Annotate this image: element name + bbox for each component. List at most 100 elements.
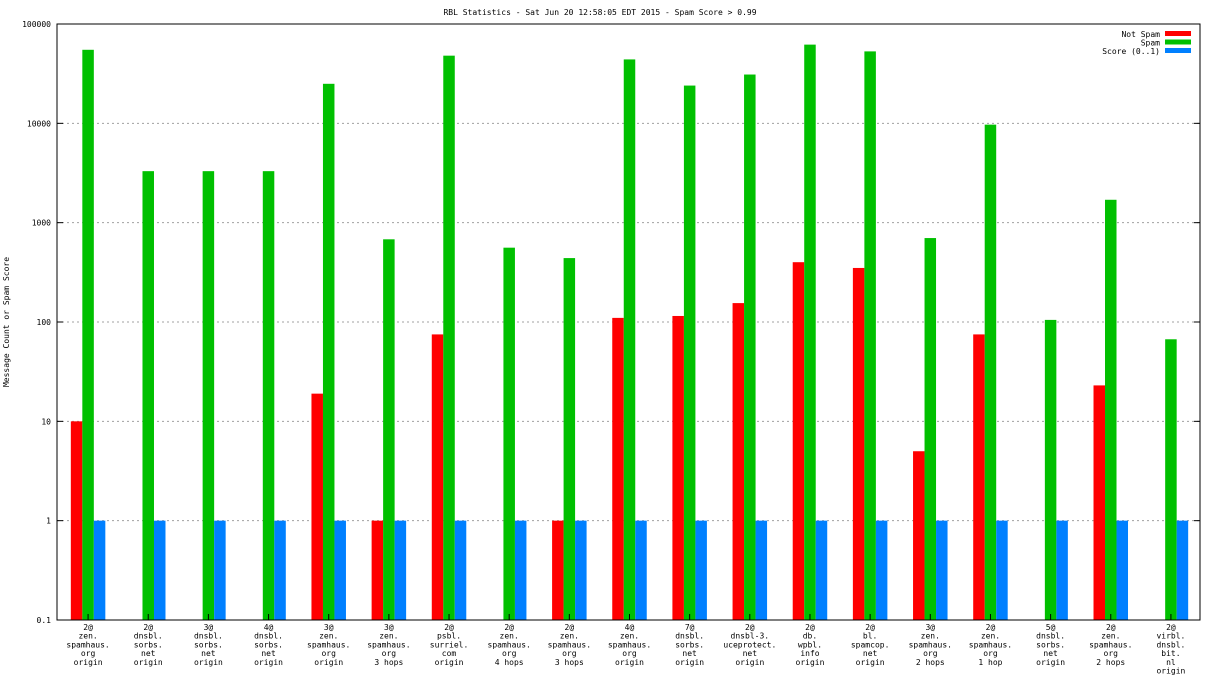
x-tick-label: 2@ (805, 623, 815, 632)
x-tick-label: zen. (1101, 632, 1120, 641)
bar (214, 520, 226, 620)
bar (1116, 520, 1129, 620)
x-tick-label: info (800, 649, 819, 658)
bar (852, 267, 865, 620)
x-tick-label: origin (856, 658, 885, 667)
x-tick-label: origin (254, 658, 283, 667)
bar (973, 334, 985, 620)
x-tick-label: 3 hops (555, 658, 584, 667)
x-tick-label: zen. (500, 632, 519, 641)
x-tick-label: dnsbl. (254, 632, 283, 641)
bar (575, 520, 587, 620)
x-tick-label: 2@ (565, 623, 575, 632)
x-tick-label: 2@ (1106, 623, 1116, 632)
x-tick-label: uceprotect. (723, 640, 776, 649)
x-tick-label: org (562, 649, 577, 658)
x-tick-label: 2@ (865, 623, 875, 632)
bars (70, 44, 1189, 621)
x-tick-label: zen. (620, 632, 639, 641)
x-tick-label: sorbs. (1036, 640, 1065, 649)
bar (635, 520, 647, 620)
x-tick-label: psbl. (437, 632, 461, 641)
x-tick-label: 3@ (384, 623, 394, 632)
x-tick-label: 7@ (685, 623, 695, 632)
x-tick-label: origin (314, 658, 343, 667)
bar (202, 171, 215, 620)
x-tick-label: 5@ (1046, 623, 1056, 632)
bar (443, 55, 455, 620)
x-tick-label: origin (1156, 667, 1185, 676)
bar (142, 171, 154, 620)
x-tick-label: spamhaus. (66, 640, 109, 649)
x-tick-label: spamcop. (851, 640, 890, 649)
x-tick-label: sorbs. (194, 640, 223, 649)
x-tick-label: net (201, 649, 216, 658)
bar (334, 520, 346, 620)
x-tick-label: origin (1036, 658, 1065, 667)
x-tick-label: org (923, 649, 938, 658)
legend-swatch (1165, 39, 1191, 45)
bar (672, 315, 684, 620)
x-tick-label: zen. (319, 632, 338, 641)
x-tick-label: zen. (560, 632, 579, 641)
x-tick-label: sorbs. (254, 640, 283, 649)
chart-title: RBL Statistics - Sat Jun 20 12:58:05 EDT… (443, 8, 756, 17)
x-tick-label: zen. (921, 632, 940, 641)
bar (153, 520, 166, 620)
bar (431, 334, 444, 620)
x-tick-label: spamhaus. (1089, 640, 1132, 649)
x-tick-label: origin (675, 658, 704, 667)
bar (383, 239, 395, 620)
x-tick-label: nl (1166, 658, 1176, 667)
bar (815, 520, 828, 620)
bar (514, 520, 527, 620)
x-tick-label: net (863, 649, 878, 658)
x-tick-label: spamhaus. (608, 640, 651, 649)
bar (82, 49, 94, 620)
bar (1165, 339, 1177, 620)
x-tick-label: 2@ (1166, 623, 1176, 632)
x-tick-label: origin (194, 658, 223, 667)
x-tick-label: org (622, 649, 637, 658)
y-tick-label: 10 (41, 417, 51, 426)
bar (936, 520, 948, 620)
x-tick-label: dnsbl. (194, 632, 223, 641)
bar (563, 258, 576, 620)
x-tick-label: 3@ (204, 623, 214, 632)
x-tick-label: wpbl. (798, 640, 822, 649)
bar (1093, 385, 1106, 620)
x-tick-label: org (321, 649, 336, 658)
y-tick-label: 10000 (27, 119, 51, 128)
y-tick-label: 100000 (22, 20, 51, 29)
x-tick-label: bit. (1161, 649, 1180, 658)
bar (695, 520, 707, 620)
bar (875, 520, 888, 620)
x-tick-label: 3@ (324, 623, 334, 632)
bar (93, 520, 106, 620)
x-tick-label: dnsbl. (675, 632, 704, 641)
legend-swatch (1165, 48, 1191, 53)
x-tick-label: 2@ (143, 623, 153, 632)
x-tick-label: 2@ (986, 623, 996, 632)
x-tick-label: bl. (863, 632, 877, 641)
x-tick-label: dnsbl. (1036, 632, 1065, 641)
x-tick-label: net (743, 649, 758, 658)
bar (552, 520, 564, 620)
bar (1176, 520, 1189, 620)
x-tick-label: dnsbl. (1156, 640, 1185, 649)
x-tick-label: org (502, 649, 517, 658)
bar (924, 238, 937, 620)
x-tick-label: spamhaus. (488, 640, 531, 649)
x-tick-label: spamhaus. (909, 640, 952, 649)
y-tick-label: 1 (46, 517, 51, 526)
x-axis: 2@zen.spamhaus.orgorigin2@dnsbl.sorbs.ne… (66, 614, 1186, 676)
x-tick-label: zen. (981, 632, 1000, 641)
x-tick-label: spamhaus. (367, 640, 410, 649)
legend-swatch (1165, 31, 1191, 36)
bar (454, 520, 467, 620)
x-tick-label: org (81, 649, 96, 658)
y-axis-label: Message Count or Spam Score (2, 257, 11, 387)
y-tick-label: 0.1 (37, 616, 52, 625)
